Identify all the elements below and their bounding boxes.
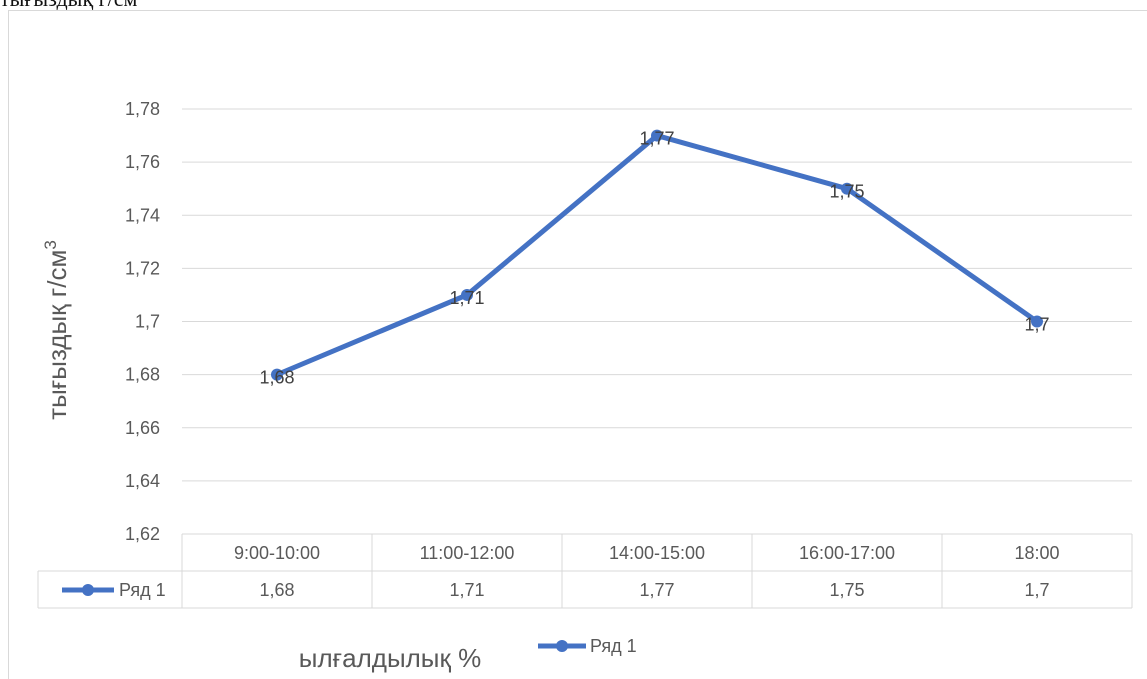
table-value-cell: 1,75 (829, 580, 864, 600)
data-point (1031, 315, 1043, 328)
gridlines (182, 108, 1132, 482)
x-category-label: 14:00-15:00 (609, 543, 705, 563)
x-category-label: 16:00-17:00 (799, 543, 895, 563)
data-labels: 1,68 1,71 1,77 1,75 1,7 (259, 129, 1049, 388)
series-line (274, 133, 1040, 378)
y-tick-label: 1,68 (125, 365, 160, 385)
table-series-name: Ряд 1 (119, 580, 166, 600)
data-label: 1,75 (829, 182, 864, 202)
y-axis-ticks: 1,62 1,64 1,66 1,68 1,7 1,72 1,74 1,76 1,78 (125, 99, 160, 544)
data-point (461, 288, 473, 301)
y-tick-label: 1,76 (125, 152, 160, 172)
top-caption: тығыздық г/см (0, 0, 137, 12)
legend-marker (556, 640, 568, 652)
legend-label: Ряд 1 (590, 636, 637, 656)
x-axis-title: ылғалдылық % (299, 643, 481, 673)
table-value-cell: 1,68 (259, 580, 294, 600)
y-tick-label: 1,62 (125, 524, 160, 544)
y-tick-label: 1,78 (125, 99, 160, 119)
table-value-cell: 1,7 (1024, 580, 1049, 600)
table-value-cell: 1,71 (449, 580, 484, 600)
legend: Ряд 1 (538, 636, 637, 656)
data-point (651, 129, 663, 142)
y-axis-title: тығыздық г/см3 (41, 240, 72, 420)
data-label: 1,77 (639, 129, 674, 149)
x-category-label: 18:00 (1014, 543, 1059, 563)
y-tick-label: 1,64 (125, 471, 160, 491)
y-tick-label: 1,74 (125, 205, 160, 225)
x-category-label: 9:00-10:00 (234, 543, 320, 563)
data-label: 1,68 (259, 368, 294, 388)
data-label: 1,7 (1024, 315, 1049, 335)
data-table: 9:00-10:00 11:00-12:00 14:00-15:00 16:00-17… (37, 533, 1133, 609)
table-legend-marker (82, 584, 94, 596)
data-point (271, 368, 283, 381)
y-tick-label: 1,66 (125, 418, 160, 438)
x-category-label: 11:00-12:00 (420, 543, 515, 563)
data-label: 1,71 (449, 288, 484, 308)
table-value-cell: 1,77 (639, 580, 674, 600)
y-tick-label: 1,7 (135, 312, 160, 332)
series-ряд-1 (271, 129, 1043, 381)
data-point (841, 182, 853, 195)
chart-frame (8, 10, 1147, 679)
y-tick-label: 1,72 (125, 258, 160, 278)
